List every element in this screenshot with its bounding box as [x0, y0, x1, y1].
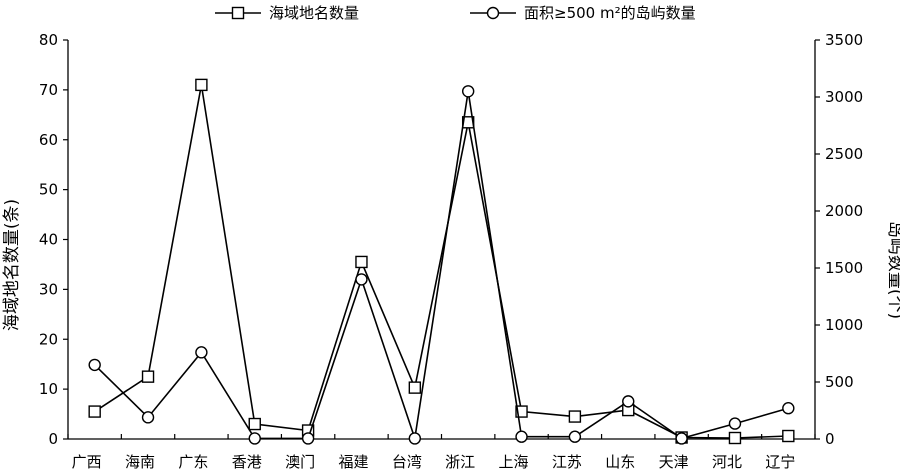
y-tick-label-left: 20	[39, 330, 58, 348]
y-tick-label-left: 30	[39, 280, 58, 298]
series-point-square	[408, 381, 422, 394]
x-tick-label: 江苏	[552, 453, 582, 471]
series-point-square	[88, 405, 101, 418]
series-point-square	[248, 417, 261, 431]
y-tick-label-left: 80	[39, 31, 58, 49]
y-tick-label-right: 2000	[825, 202, 863, 220]
series-point-circle	[301, 432, 315, 445]
series-point-square	[568, 410, 582, 423]
series-point-square	[195, 78, 208, 92]
series-point-circle	[622, 395, 635, 408]
y-tick-label-left: 70	[39, 81, 58, 99]
series-point-circle	[782, 402, 795, 415]
series-layer	[88, 78, 795, 445]
x-tick-label: 河北	[712, 453, 742, 471]
y-tick-label-left: 60	[39, 131, 58, 149]
series-point-square	[782, 429, 795, 443]
y-tick-label-right: 3000	[825, 88, 863, 106]
x-tick-label: 澳门	[285, 453, 315, 471]
legend: 海域地名数量 面积≥500 m²的岛屿数量	[215, 4, 696, 22]
series-point-circle	[568, 430, 582, 443]
series-point-square	[355, 255, 368, 269]
x-tick-label: 台湾	[392, 453, 422, 471]
x-tick-label: 山东	[605, 453, 635, 471]
y-tick-label-right: 1000	[825, 316, 863, 334]
series-point-circle	[88, 358, 101, 372]
y-axis-title-right: 岛屿数量(个)	[885, 221, 900, 319]
x-tick-label: 海南	[125, 453, 155, 471]
y-tick-label-right: 0	[825, 430, 835, 448]
series-point-circle	[141, 411, 155, 424]
legend-label-1: 海域地名数量	[269, 4, 359, 22]
legend-marker-circle	[486, 6, 500, 20]
x-tick-label: 广东	[178, 453, 208, 471]
x-tick-label: 广西	[72, 453, 102, 471]
series-point-circle	[515, 430, 528, 443]
series-point-circle	[355, 273, 368, 286]
series-point-circle	[461, 85, 475, 98]
series-point-circle	[408, 432, 422, 445]
y-tick-label-right: 3500	[825, 31, 863, 49]
x-tick-label: 浙江	[445, 453, 475, 471]
series-point-square	[515, 405, 528, 418]
y-tick-label-right: 1500	[825, 259, 863, 277]
legend-label-2: 面积≥500 m²的岛屿数量	[524, 4, 696, 22]
series-point-circle	[728, 417, 742, 430]
series-point-circle	[675, 432, 688, 445]
axes: 0 10 20 30 40 50 60 70 80 0 500 1000 1500 2000 2500 300…	[39, 31, 863, 471]
series-point-circle	[248, 432, 261, 445]
series-point-square	[728, 431, 742, 445]
series-line-2	[94, 91, 789, 440]
series-point-square	[141, 370, 155, 383]
x-tick-label: 福建	[338, 453, 368, 471]
y-tick-label-left: 50	[39, 181, 58, 199]
y-tick-label-right: 2500	[825, 145, 863, 163]
y-tick-label-left: 0	[48, 430, 58, 448]
x-tick-label: 辽宁	[765, 453, 795, 471]
x-tick-label: 上海	[499, 453, 529, 471]
x-tick-label: 香港	[232, 453, 262, 471]
y-tick-label-left: 10	[39, 380, 58, 398]
y-axis-title-left: 海域地名数量(条)	[2, 199, 22, 331]
legend-marker-square	[231, 6, 245, 20]
x-tick-label: 天津	[659, 453, 689, 471]
y-tick-label-left: 40	[39, 231, 58, 249]
y-tick-label-right: 500	[825, 373, 854, 391]
series-point-circle	[195, 346, 208, 359]
